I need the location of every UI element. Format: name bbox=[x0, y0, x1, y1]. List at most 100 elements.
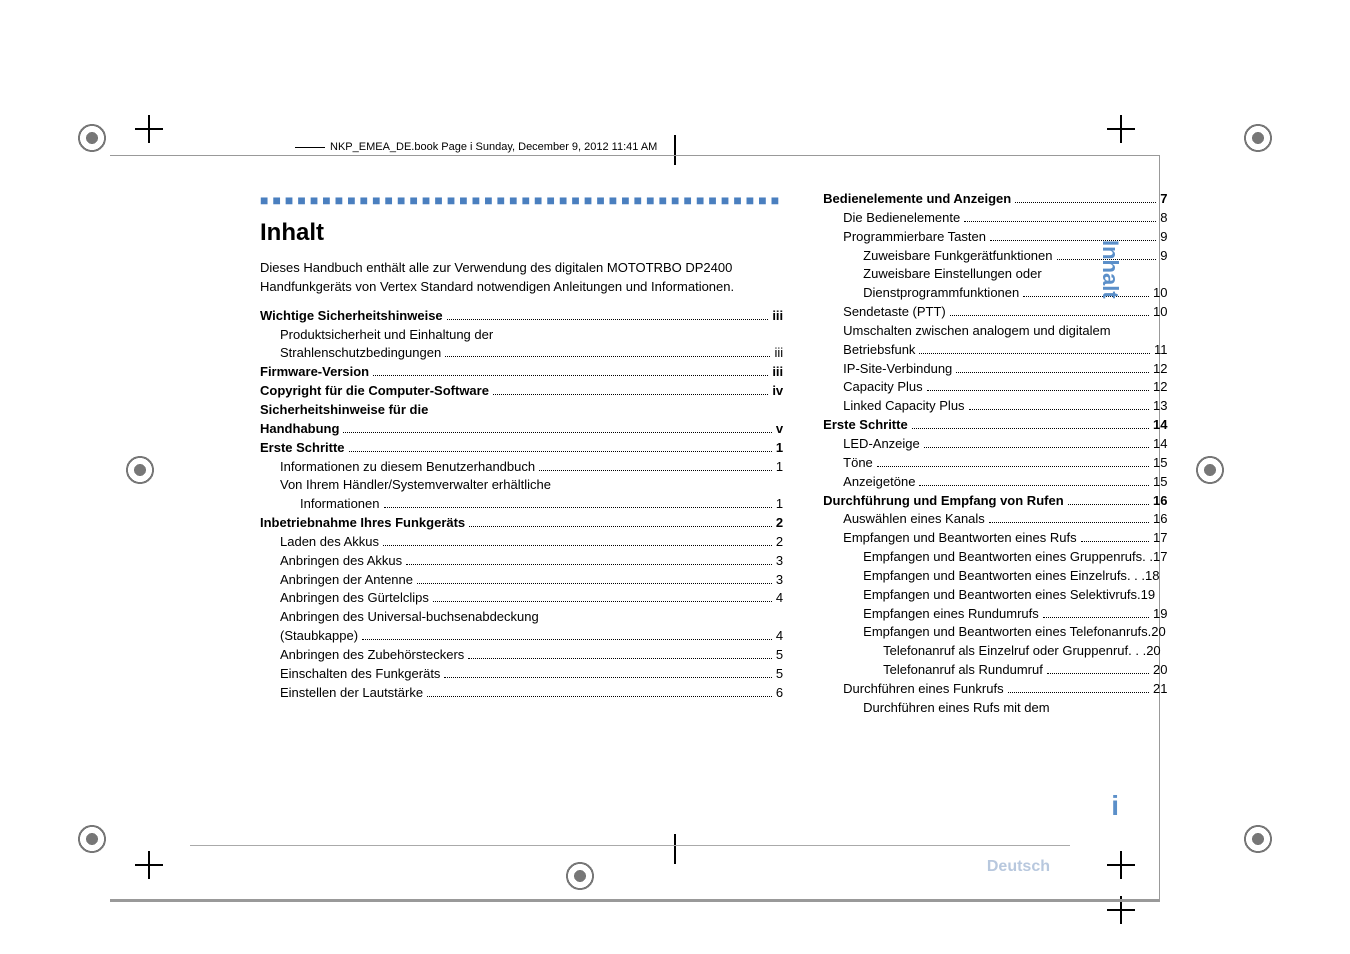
toc-entry-page: 3 bbox=[776, 571, 783, 590]
guide-line bbox=[110, 155, 1160, 156]
toc-entry-label: Laden des Akkus bbox=[280, 533, 379, 552]
toc-entry-leader bbox=[469, 526, 772, 527]
toc-entry-page: 16 bbox=[1153, 492, 1167, 511]
toc-entry-page: 5 bbox=[776, 665, 783, 684]
toc-entry-label: Töne bbox=[843, 454, 873, 473]
toc-entry-page: 19 bbox=[1141, 586, 1155, 605]
toc-entry-leader bbox=[383, 545, 772, 546]
toc-entry: Produktsicherheit und Einhaltung der bbox=[260, 326, 783, 345]
toc-entry-label: Erste Schritte bbox=[823, 416, 908, 435]
toc-entry: Betriebsfunk11 bbox=[823, 341, 1167, 360]
toc-entry-leader bbox=[989, 522, 1149, 523]
toc-entry: Anbringen des Universal-buchsenabdeckung bbox=[260, 608, 783, 627]
toc-entry-label: Erste Schritte bbox=[260, 439, 345, 458]
toc-entry: Telefonanruf als Rundumruf20 bbox=[823, 661, 1167, 680]
toc-entry-leader bbox=[956, 372, 1149, 373]
toc-entry-label: Strahlenschutzbedingungen bbox=[280, 344, 441, 363]
toc-entry-label: Empfangen und Beantworten eines Rufs bbox=[843, 529, 1076, 548]
toc-entry: Empfangen und Beantworten eines Einzelru… bbox=[823, 567, 1167, 586]
toc-entry: Einschalten des Funkgeräts5 bbox=[260, 665, 783, 684]
toc-entry-leader bbox=[362, 639, 772, 640]
toc-entry-label: Dienstprogrammfunktionen bbox=[863, 284, 1019, 303]
toc-entry-leader bbox=[927, 390, 1149, 391]
toc-heading: Inhalt bbox=[260, 216, 783, 251]
toc-entry-label: Programmierbare Tasten bbox=[843, 228, 986, 247]
toc-entry-label: Bedienelemente und Anzeigen bbox=[823, 190, 1011, 209]
toc-entry-leader bbox=[969, 409, 1149, 410]
toc-entry-page: 17 bbox=[1153, 548, 1167, 567]
toc-entry-leader bbox=[417, 583, 772, 584]
toc-entry-label: Informationen bbox=[300, 495, 380, 514]
toc-entry-leader bbox=[964, 221, 1156, 222]
toc-entry: Durchführung und Empfang von Rufen16 bbox=[823, 492, 1167, 511]
toc-entry-label: Zuweisbare Einstellungen oder bbox=[863, 265, 1042, 284]
toc-entry-page: 10 bbox=[1153, 303, 1167, 322]
toc-entry-page: 11 bbox=[1154, 341, 1168, 360]
toc-entry-label: Anbringen des Zubehörsteckers bbox=[280, 646, 464, 665]
fold-mark bbox=[674, 834, 676, 864]
toc-entry-page: 3 bbox=[776, 552, 783, 571]
toc-entry: Laden des Akkus2 bbox=[260, 533, 783, 552]
toc-entry-label: (Staubkappe) bbox=[280, 627, 358, 646]
toc-entry-label: Durchführen eines Rufs mit dem bbox=[863, 699, 1049, 718]
toc-entry-page: 5 bbox=[776, 646, 783, 665]
toc-entry-label: Empfangen eines Rundumrufs bbox=[863, 605, 1039, 624]
crop-mark bbox=[560, 856, 600, 896]
toc-entry-label: LED-Anzeige bbox=[843, 435, 920, 454]
toc-entry-leader bbox=[1015, 202, 1156, 203]
toc-entry: Sicherheitshinweise für die bbox=[260, 401, 783, 420]
toc-entry-label: Anbringen der Antenne bbox=[280, 571, 413, 590]
toc-entry: Informationen 1 bbox=[260, 495, 783, 514]
toc-entry-leader bbox=[919, 353, 1150, 354]
toc-entry-label: IP-Site-Verbindung bbox=[843, 360, 952, 379]
toc-entry-page: iv bbox=[772, 382, 783, 401]
toc-entry-page: 20 bbox=[1146, 642, 1160, 661]
toc-entry-label: Anzeigetöne bbox=[843, 473, 915, 492]
toc-entry-leader bbox=[877, 466, 1149, 467]
toc-entry-page: 9 bbox=[1160, 247, 1167, 266]
toc-entry-page: 20 bbox=[1151, 623, 1165, 642]
toc-entry: Die Bedienelemente 8 bbox=[823, 209, 1167, 228]
toc-entry: Von Ihrem Händler/Systemverwalter erhält… bbox=[260, 476, 783, 495]
fold-mark bbox=[674, 135, 676, 165]
toc-entry-leader bbox=[349, 451, 772, 452]
toc-entry-label: Produktsicherheit und Einhaltung der bbox=[280, 326, 493, 345]
toc-entry-leader bbox=[468, 658, 772, 659]
toc-entry-page: iii bbox=[772, 307, 783, 326]
toc-entry-label: Auswählen eines Kanals bbox=[843, 510, 985, 529]
toc-entry: Empfangen eines Rundumrufs19 bbox=[823, 605, 1167, 624]
toc-entry-page: 10 bbox=[1153, 284, 1167, 303]
toc-entry-page: 20 bbox=[1153, 661, 1167, 680]
toc-entry-page: 1 bbox=[776, 495, 783, 514]
toc-entry-leader bbox=[539, 470, 772, 471]
toc-entry-label: Anbringen des Akkus bbox=[280, 552, 402, 571]
toc-entry: Strahlenschutzbedingungeniii bbox=[260, 344, 783, 363]
toc-entry: Anbringen des Zubehörsteckers 5 bbox=[260, 646, 783, 665]
toc-entry-leader bbox=[433, 601, 772, 602]
toc-entry-label: Empfangen und Beantworten eines Selektiv… bbox=[863, 586, 1137, 605]
guide-line bbox=[110, 899, 1160, 902]
toc-entry: Auswählen eines Kanals16 bbox=[823, 510, 1167, 529]
crop-mark bbox=[1238, 118, 1278, 158]
toc-entry-label: Anbringen des Gürtelclips bbox=[280, 589, 429, 608]
registration-mark bbox=[135, 851, 163, 879]
toc-entry: Umschalten zwischen analogem und digital… bbox=[823, 322, 1167, 341]
toc-entry-page: 21 bbox=[1153, 680, 1167, 699]
toc-entry-page: 1 bbox=[776, 458, 783, 477]
toc-entry: Töne15 bbox=[823, 454, 1167, 473]
toc-entry-page: v bbox=[776, 420, 783, 439]
toc-entry: Einstellen der Lautstärke6 bbox=[260, 684, 783, 703]
toc-entry: Empfangen und Beantworten eines Rufs17 bbox=[823, 529, 1167, 548]
toc-entry-leader bbox=[493, 394, 768, 395]
toc-entry-leader bbox=[444, 677, 771, 678]
toc-entry-label: Firmware-Version bbox=[260, 363, 369, 382]
toc-entry-page: iii bbox=[772, 363, 783, 382]
toc-entry-page: 8 bbox=[1160, 209, 1167, 228]
running-header: NKP_EMEA_DE.book Page i Sunday, December… bbox=[295, 141, 657, 153]
toc-entry-page: 14 bbox=[1153, 416, 1167, 435]
toc-entry-leader bbox=[1081, 541, 1149, 542]
toc-entry-page: 18 bbox=[1145, 567, 1159, 586]
toc-entry-label: Die Bedienelemente bbox=[843, 209, 960, 228]
toc-entry-label: Zuweisbare Funkgerätfunktionen bbox=[863, 247, 1052, 266]
toc-entry-label: Capacity Plus bbox=[843, 378, 922, 397]
